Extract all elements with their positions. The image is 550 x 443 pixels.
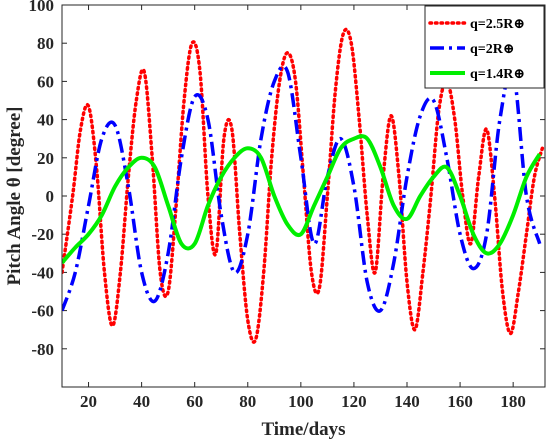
x-tick-label: 40 xyxy=(133,392,150,411)
y-axis-label: Pitch Angle θ [degree] xyxy=(4,107,25,286)
x-tick-label: 160 xyxy=(447,392,473,411)
x-tick-label: 180 xyxy=(500,392,526,411)
y-tick-label: -20 xyxy=(31,225,54,244)
x-tick-label: 80 xyxy=(239,392,256,411)
series-line-1 xyxy=(62,27,545,344)
x-tick-label: 60 xyxy=(186,392,203,411)
y-tick-label: 80 xyxy=(37,34,54,53)
plot-frame xyxy=(61,4,546,388)
x-tick-label: 100 xyxy=(288,392,314,411)
series-line-3 xyxy=(62,134,542,265)
y-tick-label: 40 xyxy=(37,111,54,130)
y-tick-label: -80 xyxy=(31,340,54,359)
x-tick-label: 140 xyxy=(394,392,420,411)
y-tick-label: 100 xyxy=(29,0,55,15)
y-tick-label: 20 xyxy=(37,149,54,168)
y-tick-label: 0 xyxy=(46,187,55,206)
x-tick-label: 20 xyxy=(80,392,97,411)
legend-label-3: q=1.4R⊕ xyxy=(470,67,525,82)
legend-label-1: q=2.5R⊕ xyxy=(470,17,525,32)
series-line-2 xyxy=(62,64,542,313)
y-tick-label: -40 xyxy=(31,263,54,282)
legend-label-2: q=2R⊕ xyxy=(470,42,515,57)
y-tick-label: -60 xyxy=(31,302,54,321)
x-tick-label: 120 xyxy=(341,392,367,411)
x-axis-label: Time/days xyxy=(261,419,345,440)
y-tick-label: 60 xyxy=(37,72,54,91)
